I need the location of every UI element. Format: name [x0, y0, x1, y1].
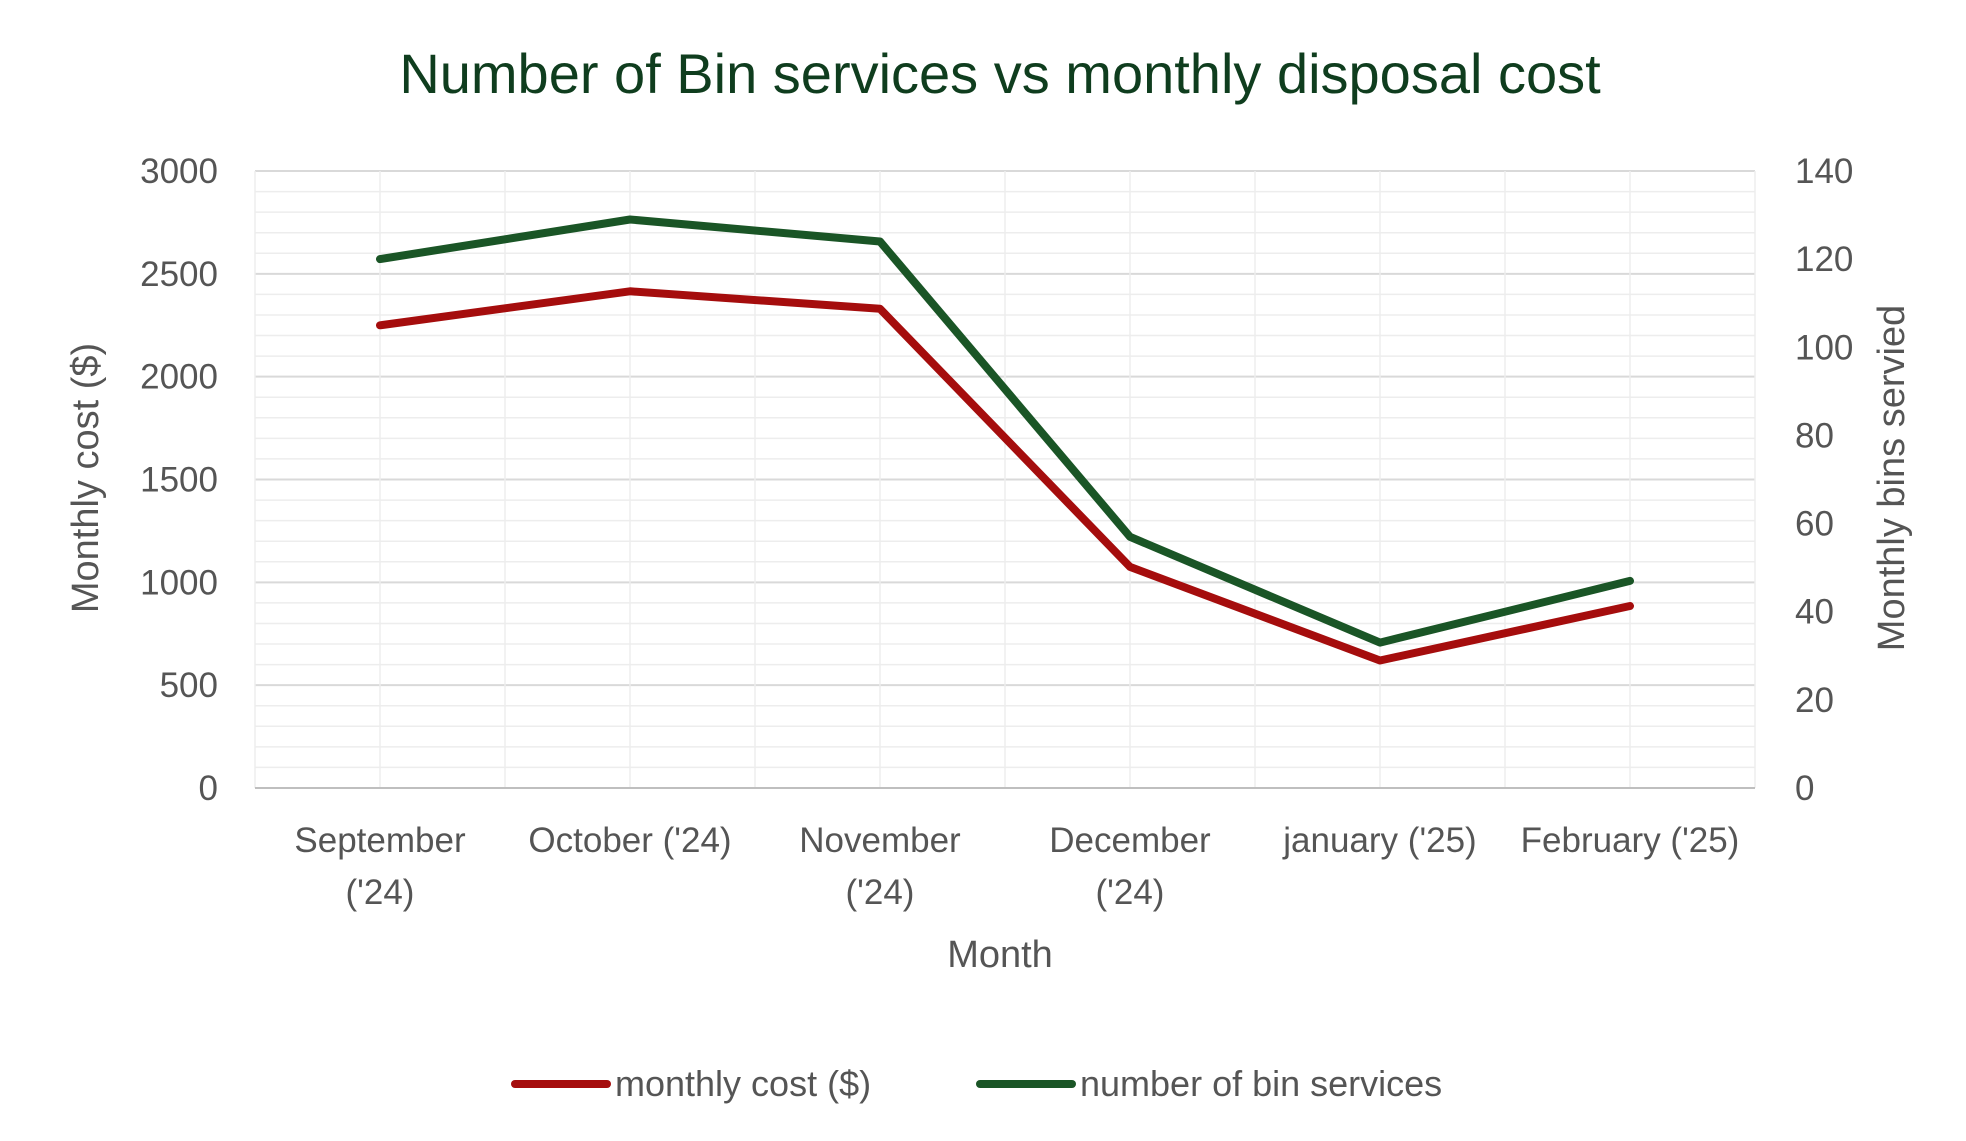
y2-axis-title: Monthly bins servied — [1871, 305, 1913, 651]
y-tick-label: 2000 — [140, 358, 218, 397]
gridlines — [254, 170, 1756, 789]
x-axis-title: Month — [947, 934, 1053, 976]
y2-tick-label: 100 — [1795, 328, 1853, 367]
series-group — [376, 215, 1634, 665]
x-tick-label: December ('24) — [1049, 821, 1211, 912]
x-tick-label: November ('24) — [799, 821, 961, 912]
legend-label: number of bin services — [1080, 1063, 1442, 1104]
y-tick-label: 0 — [199, 769, 218, 808]
legend: monthly cost ($) number of bin services — [511, 1063, 1442, 1104]
y-tick-label: 1000 — [140, 563, 218, 602]
y2-tick-label: 0 — [1795, 769, 1814, 808]
legend-label: monthly cost ($) — [615, 1063, 871, 1104]
x-tick-label: September ('24) — [294, 821, 466, 912]
x-axis: September ('24) October ('24) November ('24)… — [294, 821, 1739, 912]
y2-tick-label: 20 — [1795, 681, 1834, 720]
chart-title: Number of Bin services vs monthly dispos… — [399, 42, 1601, 105]
y-axis-right: 0 20 40 60 80 100 120 140 — [1795, 152, 1853, 808]
series-line-2 — [376, 215, 1634, 647]
y-tick-label: 2500 — [140, 255, 218, 294]
x-tick-label: October ('24) — [528, 821, 731, 860]
y-axis-title: Monthly cost ($) — [65, 343, 107, 613]
y-tick-label: 3000 — [140, 152, 218, 191]
y-tick-label: 1500 — [140, 461, 218, 500]
y-axis-left: 0 500 1000 1500 2000 2500 3000 — [140, 152, 218, 808]
y2-tick-label: 120 — [1795, 240, 1853, 279]
y2-tick-label: 80 — [1795, 416, 1834, 455]
y2-tick-label: 60 — [1795, 505, 1834, 544]
y2-tick-label: 140 — [1795, 152, 1853, 191]
x-tick-label: February ('25) — [1521, 821, 1740, 860]
x-tick-label: january ('25) — [1282, 821, 1476, 860]
y-tick-label: 500 — [160, 666, 218, 705]
y2-tick-label: 40 — [1795, 593, 1834, 632]
series-line-1 — [376, 287, 1634, 665]
